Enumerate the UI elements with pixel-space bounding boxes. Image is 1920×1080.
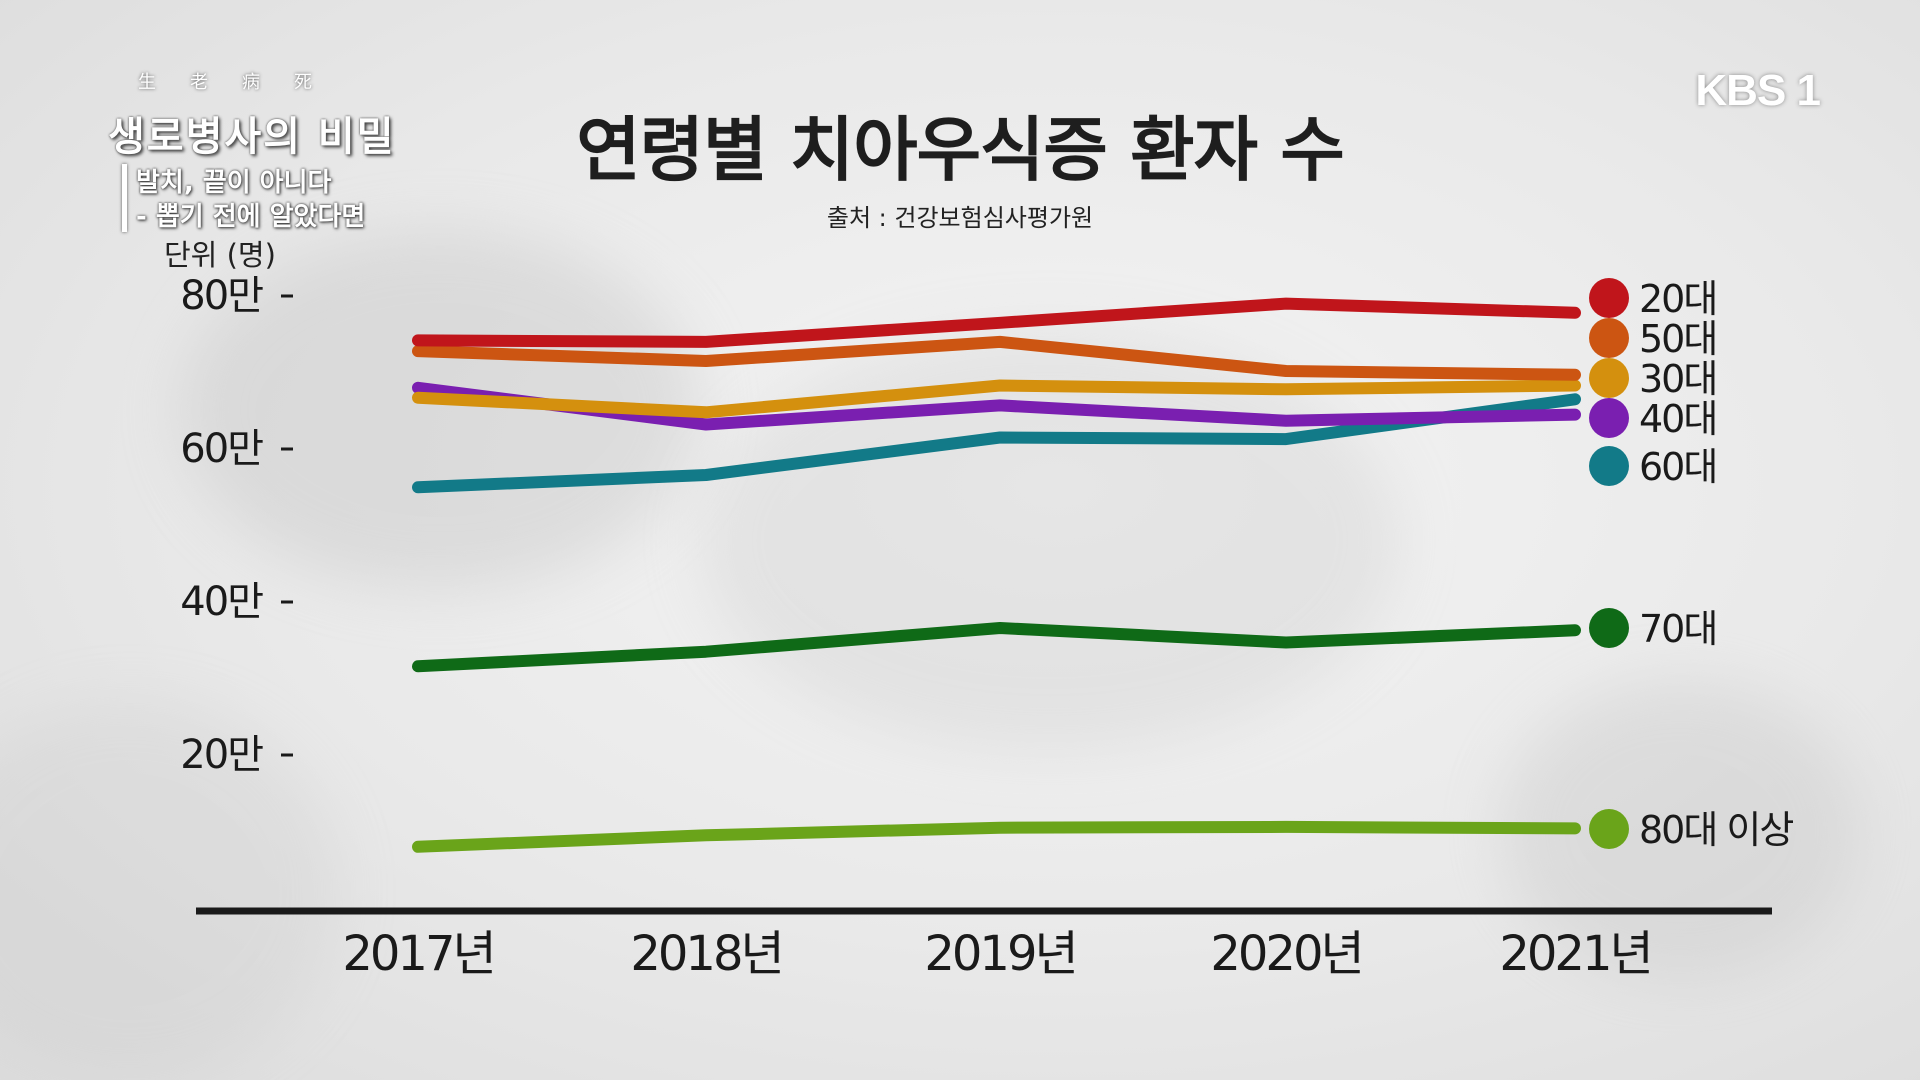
y-axis-ticks: 20만 40만 60만 80만: [180, 273, 293, 778]
y-axis-unit-label: 단위 (명): [164, 238, 276, 272]
legend-marker: [1589, 809, 1629, 849]
x-tick-label: 2018년: [630, 926, 781, 982]
series-line: [412, 379, 1581, 419]
legend-marker: [1589, 318, 1629, 358]
x-tick-label: 2021년: [1499, 926, 1650, 982]
chart-source: 출처 : 건강보험심사평가원: [826, 204, 1094, 232]
broadcaster-logo: KBS 1: [1695, 66, 1821, 115]
legend-label: 30대: [1639, 357, 1716, 401]
legend-marker: [1589, 398, 1629, 438]
y-tick-label: 40만: [180, 579, 263, 625]
episode-subtitle-line2: - 뽑기 전에 알았다면: [136, 202, 366, 232]
legend-label: 40대: [1639, 397, 1716, 441]
subtitle-bar: [122, 164, 127, 232]
series-line: [412, 820, 1581, 853]
legend-label: 80대 이상: [1639, 808, 1793, 852]
series-line: [412, 297, 1581, 348]
legend-marker: [1589, 278, 1629, 318]
y-tick-label: 20만: [180, 732, 263, 778]
y-tick-label: 80만: [180, 273, 263, 319]
chart-title: 연령별 치아우식증 환자 수: [576, 109, 1345, 191]
x-tick-label: 2020년: [1210, 926, 1361, 982]
legend-marker: [1589, 358, 1629, 398]
y-tick-label: 60만: [180, 426, 263, 472]
program-title: 생로병사의 비밀: [108, 114, 396, 160]
program-logo: 生老病死 생로병사의 비밀 발치, 끝이 아니다 - 뽑기 전에 알았다면: [108, 68, 448, 258]
legend-label: 50대: [1639, 317, 1716, 361]
x-axis-labels: 2017년 2018년 2019년 2020년 2021년: [342, 926, 1653, 982]
program-hanja: 生老病死: [138, 72, 346, 93]
legend-label: 70대: [1639, 607, 1716, 651]
series-line: [412, 335, 1581, 381]
episode-subtitle-line1: 발치, 끝이 아니다: [136, 168, 332, 198]
series-lines: [412, 297, 1581, 853]
series-line: [412, 393, 1581, 494]
legend-marker: [1589, 446, 1629, 486]
series-line: [412, 622, 1581, 673]
x-tick-label: 2019년: [924, 926, 1075, 982]
legend-label: 20대: [1639, 277, 1716, 321]
legend-marker: [1589, 608, 1629, 648]
legend-label: 60대: [1639, 445, 1716, 489]
x-tick-label: 2017년: [342, 926, 493, 982]
